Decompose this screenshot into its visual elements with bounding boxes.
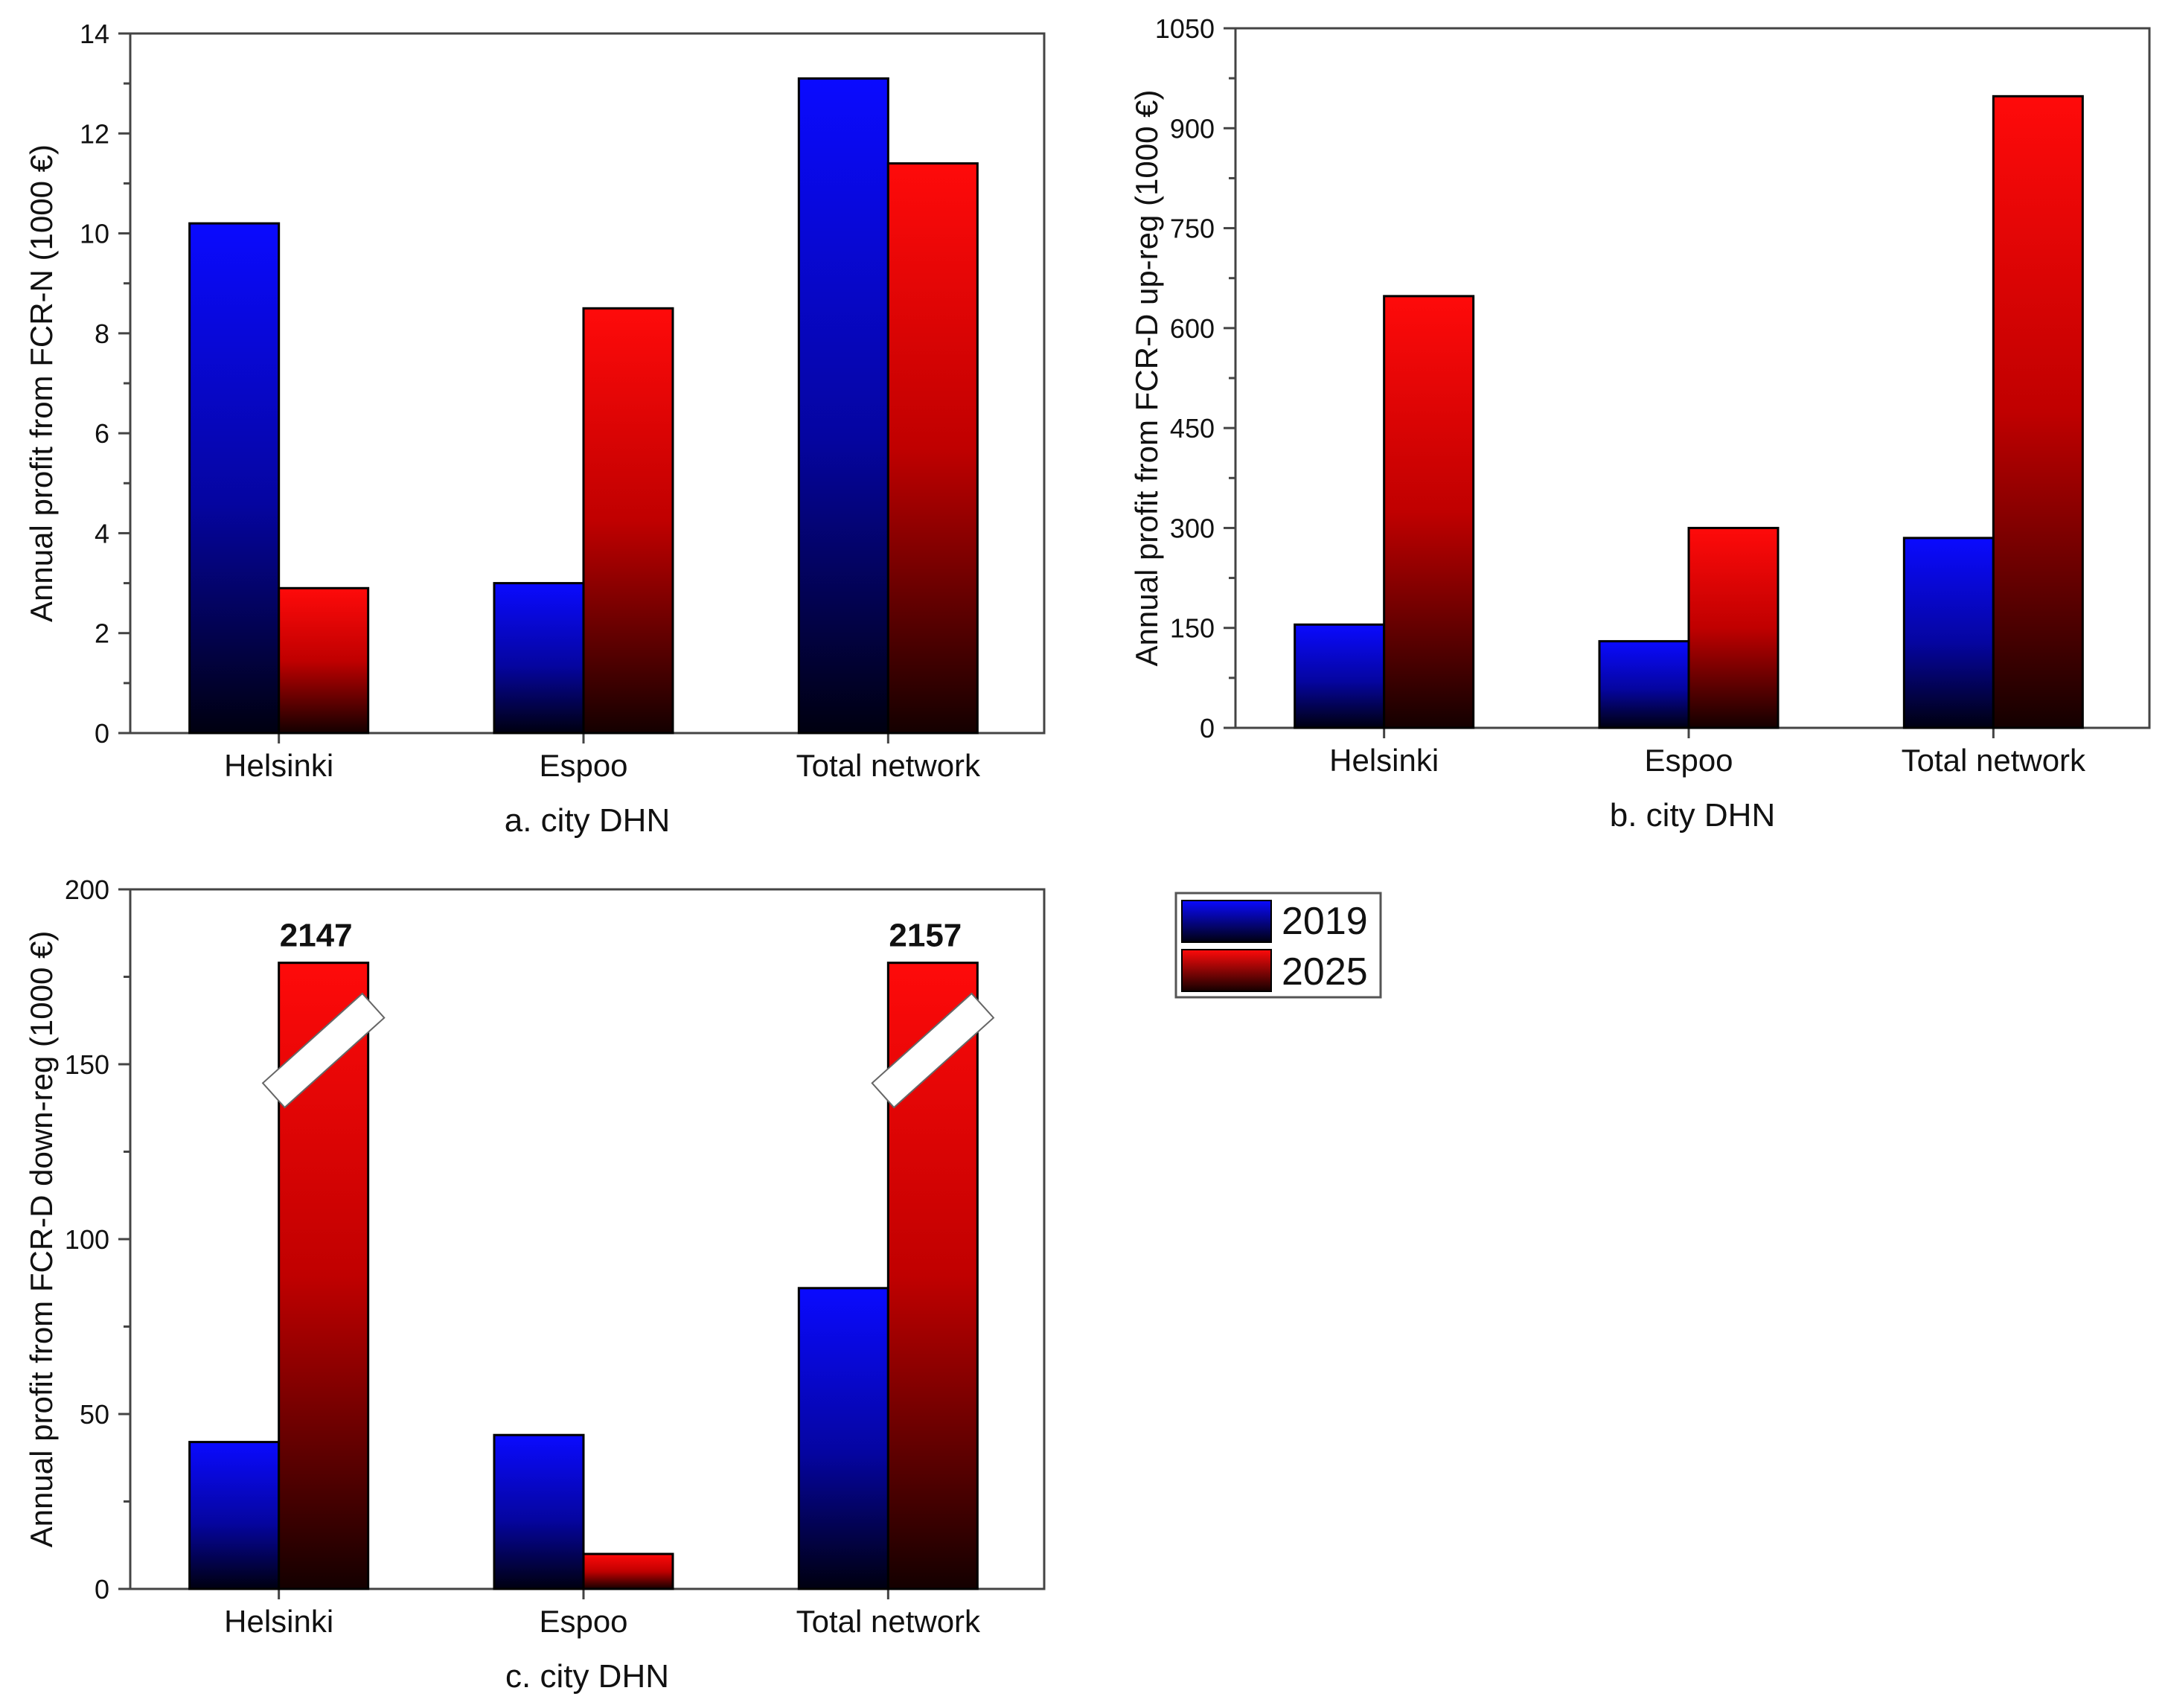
bar-2025-espoo [1687, 526, 1780, 729]
y-tick-label: 0 [1200, 713, 1215, 743]
x-tick-label-total-network: Total network [796, 1604, 981, 1639]
bar-2019-helsinki [1294, 623, 1386, 729]
x-tick-label-total-network: Total network [1902, 743, 2086, 778]
y-tick-label: 0 [95, 1574, 109, 1605]
bar-2019-helsinki [188, 1441, 281, 1590]
x-tick-label-total-network: Total network [796, 748, 981, 783]
y-tick-label: 100 [65, 1224, 109, 1255]
y-tick-label: 8 [95, 319, 109, 349]
axis-break-marker-helsinki [261, 992, 386, 1109]
bar-2025-espoo [582, 1552, 674, 1590]
y-tick-label: 50 [80, 1399, 109, 1430]
x-tick-label-helsinki: Helsinki [224, 1604, 333, 1639]
x-tick-label-helsinki: Helsinki [1329, 743, 1439, 778]
legend-label-2025: 2025 [1282, 950, 1368, 994]
bar-2019-espoo [493, 1433, 585, 1590]
x-tick-label-espoo: Espoo [1644, 743, 1733, 778]
chart-a: 0 2 4 6 8 10 12 14 Helsinki Espoo Total network a. … [24, 19, 1046, 839]
y-tick-label: 2 [95, 618, 109, 649]
bar-2025-total-network [886, 162, 979, 735]
data-label-total-network: 2157 [889, 918, 962, 954]
y-tick-label: 200 [65, 874, 109, 905]
legend-label-2019: 2019 [1282, 900, 1368, 943]
bar-2025-espoo [582, 307, 674, 735]
x-axis-title: b. city DHN [1610, 797, 1775, 834]
chart-c: 0 50 100 150 200 Helsinki Espoo Total network 21… [24, 874, 1046, 1695]
y-tick-label: 6 [95, 418, 109, 449]
legend-swatch-2025 [1181, 949, 1272, 992]
bar-2019-espoo [1598, 640, 1690, 729]
y-tick-label: 0 [95, 718, 109, 749]
x-axis-title: a. city DHN [505, 802, 670, 839]
chart-b: 0 150 300 450 600 750 900 1050 Helsinki Espoo Tota… [1129, 13, 2151, 834]
y-tick-label: 4 [95, 518, 109, 548]
y-axis-title: Annual profit from FCR-D up-reg (1000 €) [1129, 90, 1164, 667]
bar-2025-helsinki [278, 586, 370, 735]
x-axis-title: c. city DHN [505, 1658, 669, 1695]
bar-2019-total-network [797, 77, 889, 735]
legend: 2019 2025 [1174, 892, 1382, 999]
bar-2019-total-network [1902, 537, 1995, 729]
data-label-helsinki: 2147 [280, 918, 353, 954]
axis-break-marker-total-network [871, 992, 995, 1109]
y-axis-title: Annual profit from FCR-D down-reg (1000 … [24, 931, 59, 1548]
x-tick-label-espoo: Espoo [539, 1604, 627, 1639]
y-tick-label: 450 [1170, 413, 1215, 444]
x-tick-label-helsinki: Helsinki [224, 748, 333, 783]
bar-2025-total-network [1992, 95, 2084, 729]
bar-2019-total-network [797, 1287, 889, 1590]
y-tick-label: 300 [1170, 513, 1215, 543]
y-tick-label: 14 [80, 19, 109, 49]
bar-2025-helsinki [1383, 295, 1475, 729]
legend-swatch-2019 [1181, 900, 1272, 943]
bar-2019-helsinki [188, 222, 281, 735]
y-axis-title: Annual profit from FCR-N (1000 €) [24, 144, 59, 622]
y-tick-label: 150 [65, 1049, 109, 1080]
charts-layer: 0 2 4 6 8 10 12 14 Helsinki Espoo Total network a. … [24, 13, 2151, 1695]
y-tick-label: 12 [80, 118, 109, 149]
y-tick-label: 1050 [1155, 13, 1215, 44]
y-tick-label: 10 [80, 219, 109, 249]
y-tick-label: 600 [1170, 313, 1215, 344]
y-tick-label: 150 [1170, 613, 1215, 644]
y-tick-label: 900 [1170, 113, 1215, 144]
bar-2019-espoo [493, 582, 585, 735]
x-tick-label-espoo: Espoo [539, 748, 627, 783]
y-tick-label: 750 [1170, 214, 1215, 244]
